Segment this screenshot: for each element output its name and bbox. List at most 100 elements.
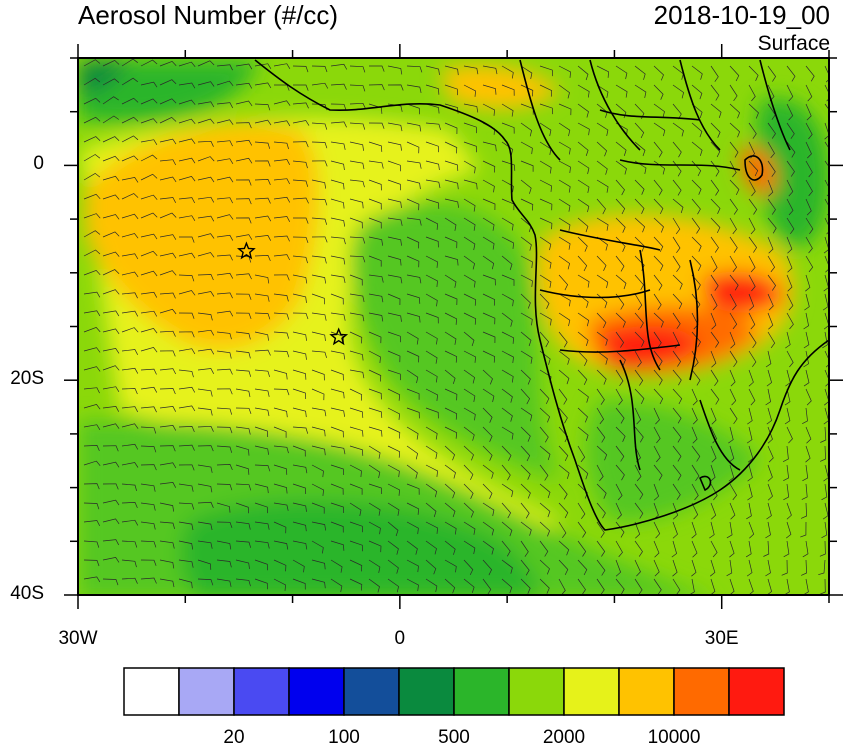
wind-barb [824, 217, 829, 235]
wind-barb [653, 388, 664, 405]
wind-barb [387, 103, 403, 112]
wind-barb [653, 103, 665, 118]
wind-barb [425, 217, 438, 230]
wind-barb [748, 198, 758, 215]
wind-barb [615, 293, 625, 310]
wind-barb [140, 502, 156, 511]
lat-tick-label: 20S [10, 368, 44, 390]
wind-barb [539, 65, 554, 77]
wind-barb [197, 215, 215, 222]
wind-barb [634, 65, 646, 80]
wind-barb [216, 368, 233, 375]
wind-barb [710, 122, 721, 138]
wind-barb [501, 426, 514, 440]
wind-barb [159, 445, 176, 452]
wind-barb [729, 388, 737, 406]
wind-barb [501, 255, 513, 271]
wind-barb [121, 349, 139, 355]
wind-barb [216, 80, 234, 87]
wind-barb [729, 407, 738, 425]
wind-barb [235, 63, 253, 70]
wind-barb [368, 255, 382, 267]
wind-barb [463, 559, 474, 576]
wind-barb [425, 445, 438, 459]
wind-barb [387, 236, 402, 246]
wind-barb [482, 483, 493, 499]
wind-barb [501, 217, 514, 231]
africa-coastline [254, 59, 829, 531]
wind-barb [349, 388, 363, 401]
wind-barb [577, 141, 589, 157]
wind-barb [254, 274, 270, 284]
wind-barb [444, 559, 457, 573]
wind-barb [273, 159, 291, 165]
wind-barb [805, 274, 811, 292]
wind-barb [786, 312, 794, 330]
wind-barb [800, 502, 807, 519]
wind-barb [482, 502, 495, 517]
wind-barb [254, 312, 271, 320]
wind-barb [140, 59, 158, 67]
wind-barb [520, 293, 531, 309]
wind-barb [178, 197, 196, 204]
wind-barb [558, 578, 566, 595]
wind-barb [102, 406, 120, 412]
wind-barb [766, 369, 773, 387]
wind-barb [121, 327, 139, 333]
wind-barb [501, 350, 514, 364]
wind-barb [235, 388, 251, 398]
wind-barb [747, 464, 753, 482]
wind-barb [767, 445, 774, 463]
wind-barb [178, 386, 196, 393]
wind-barb [387, 483, 400, 496]
wind-barb [368, 350, 381, 364]
colorbar-box [343, 667, 400, 716]
wind-barb [311, 559, 326, 570]
wind-barb [349, 236, 366, 244]
wind-barb [254, 215, 272, 222]
wind-barb [406, 160, 422, 169]
wind-barb [763, 540, 770, 557]
wind-barb [406, 331, 419, 345]
wind-barb [387, 388, 401, 401]
wind-barb [140, 521, 156, 530]
wind-barb [273, 293, 289, 302]
wind-barb [368, 369, 382, 382]
wind-barb [425, 426, 438, 440]
wind-barb [102, 483, 119, 490]
wind-barb [729, 502, 736, 520]
wind-barb [444, 521, 457, 535]
wind-barb [577, 578, 586, 595]
wind-barb [311, 122, 328, 130]
wind-barb [102, 578, 119, 586]
wind-barb [748, 217, 756, 235]
wind-barb [292, 521, 307, 532]
colorbar-box [618, 667, 675, 716]
wind-barb [501, 103, 514, 117]
wind-barb [273, 216, 291, 222]
wind-barb [197, 445, 214, 452]
wind-barb [539, 293, 550, 309]
wind-barb [159, 559, 175, 569]
wind-barb [406, 179, 421, 190]
wind-barb [767, 198, 776, 215]
wind-barb [501, 559, 513, 574]
wind-barb [653, 369, 663, 386]
wind-barb [615, 559, 622, 577]
wind-barb [387, 578, 399, 593]
wind-barb [748, 103, 759, 119]
wind-barb [83, 310, 101, 317]
wind-barb [786, 350, 794, 368]
wind-barb [140, 270, 158, 277]
wind-barb [273, 331, 290, 339]
wind-barb [482, 65, 498, 75]
wind-barb [520, 122, 532, 137]
wind-barb [748, 293, 755, 311]
wind-barb [178, 559, 194, 568]
wind-barb [691, 445, 701, 462]
wind-barb [520, 274, 533, 288]
wind-barb [406, 483, 420, 495]
wind-barb [140, 426, 157, 434]
colorbar-box [563, 667, 620, 716]
wind-barb [558, 274, 569, 291]
